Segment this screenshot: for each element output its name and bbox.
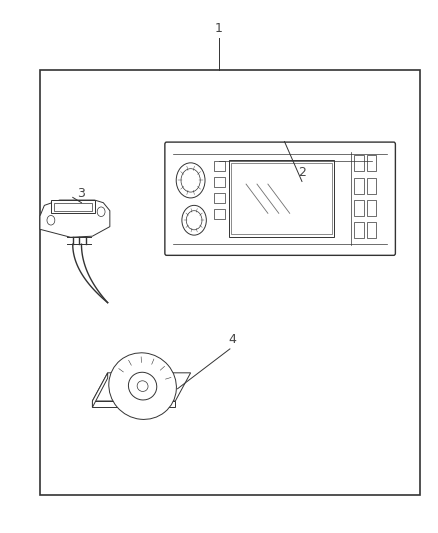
Bar <box>214 161 225 171</box>
Bar <box>231 164 332 234</box>
Ellipse shape <box>128 372 157 400</box>
Circle shape <box>176 163 205 198</box>
Text: 2: 2 <box>298 166 306 179</box>
Circle shape <box>97 207 105 216</box>
Bar <box>354 177 364 193</box>
Polygon shape <box>92 401 175 407</box>
Polygon shape <box>54 203 92 211</box>
Bar <box>367 177 376 193</box>
Bar <box>354 222 364 238</box>
Bar <box>354 200 364 216</box>
Text: 1: 1 <box>215 22 223 35</box>
Bar <box>367 200 376 216</box>
Text: 3: 3 <box>78 187 85 200</box>
Bar <box>367 222 376 238</box>
Ellipse shape <box>137 381 148 391</box>
FancyBboxPatch shape <box>165 142 396 255</box>
Polygon shape <box>92 373 108 407</box>
Bar <box>214 177 225 187</box>
Polygon shape <box>40 200 110 237</box>
Bar <box>40 70 420 495</box>
Bar <box>229 160 334 237</box>
Bar <box>214 209 225 219</box>
Circle shape <box>186 211 202 230</box>
Circle shape <box>181 168 200 192</box>
Bar <box>354 156 364 171</box>
Text: 4: 4 <box>228 333 236 346</box>
Bar <box>214 193 225 203</box>
Circle shape <box>182 205 206 235</box>
Circle shape <box>47 215 55 225</box>
Polygon shape <box>92 373 191 401</box>
Bar <box>367 156 376 171</box>
Ellipse shape <box>109 353 177 419</box>
Polygon shape <box>51 200 95 213</box>
